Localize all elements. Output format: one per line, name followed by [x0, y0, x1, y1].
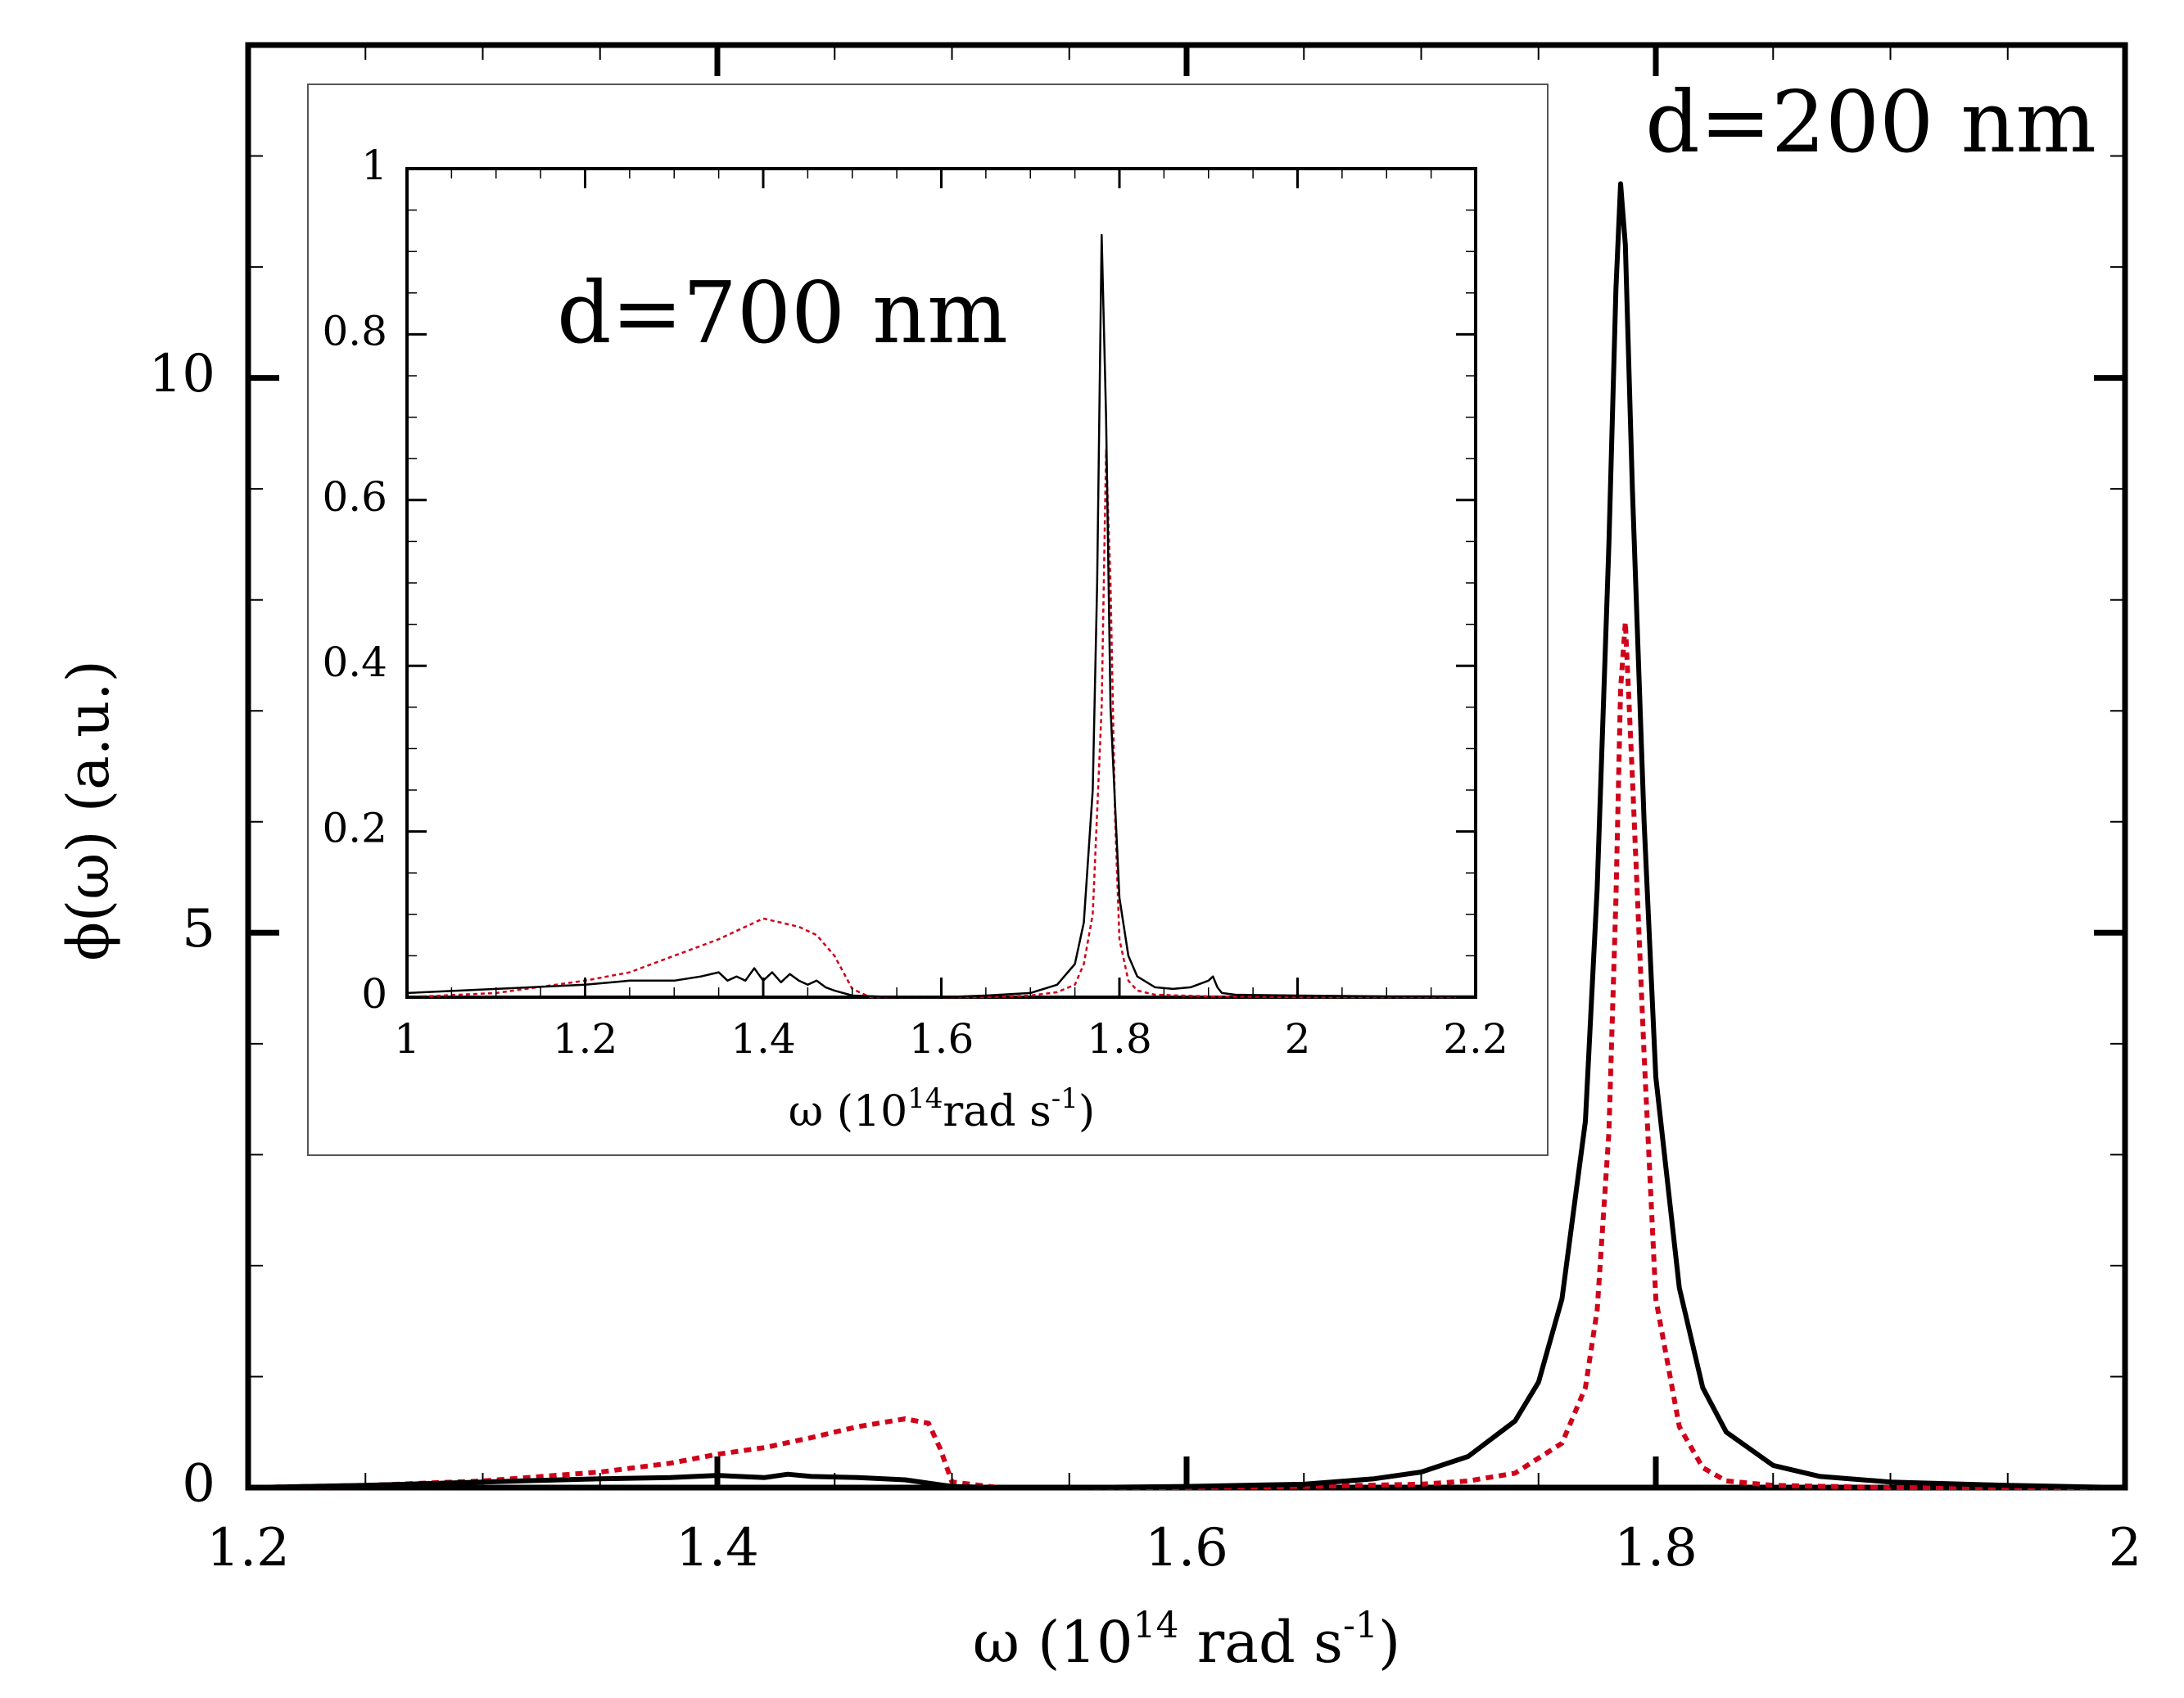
inset-x-tick-label: 1.4 — [730, 1015, 796, 1063]
inset-y-tick-label: 0.4 — [322, 639, 387, 686]
main-series-red-dotted — [247, 619, 2125, 1490]
inset-x-tick-label: 1 — [394, 1015, 420, 1063]
inset-series-red-dotted — [406, 449, 1476, 999]
main-annotation: d=200 nm — [1645, 72, 2096, 172]
main-series-layer — [247, 181, 2126, 1490]
inset-x-tick-label: 1.8 — [1087, 1015, 1152, 1063]
inset-y-tick-label: 1 — [361, 142, 387, 189]
main-x-tick-label: 1.2 — [206, 1518, 290, 1578]
inset-y-tick-label: 0 — [361, 970, 387, 1018]
inset-x-axis-label: ω (1014rad s-1) — [789, 1082, 1095, 1136]
main-x-tick-label: 1.8 — [1614, 1518, 1698, 1578]
main-x-tick-label: 2 — [2109, 1518, 2142, 1578]
inset-y-tick-label: 0.8 — [322, 307, 387, 355]
main-x-tick-label: 1.4 — [676, 1518, 759, 1578]
main-series-black-solid — [247, 181, 2126, 1490]
inset-y-tick-label: 0.6 — [322, 473, 387, 521]
inset-outer-box — [307, 84, 1549, 1156]
inset-x-tick-label: 2.2 — [1443, 1015, 1508, 1063]
main-x-tick-label: 1.6 — [1145, 1518, 1228, 1578]
inset-x-tick-label: 1.6 — [909, 1015, 974, 1063]
inset-ticks-layer: 1 1.2 1.4 1.6 1.8 2 2.2 0 0.2 0.4 0.6 0.8 1 — [322, 142, 1508, 1063]
main-y-axis-label: ϕ(ω) (a.u.) — [55, 660, 122, 961]
inset-x-tick-label: 2 — [1285, 1015, 1311, 1063]
inset-y-tick-label: 0.2 — [322, 805, 387, 852]
main-y-tick-label: 5 — [182, 899, 215, 960]
main-x-axis-label: ω (1014 rad s-1) — [973, 1605, 1400, 1676]
main-y-tick-label: 10 — [149, 344, 215, 404]
inset-x-tick-label: 1.2 — [553, 1015, 618, 1063]
inset-chart: 1 1.2 1.4 1.6 1.8 2 2.2 0 0.2 0.4 0.6 0.8 1 d=700 nm… — [307, 84, 1549, 1156]
inset-annotation: d=700 nm — [557, 263, 1008, 363]
main-y-tick-label: 0 — [182, 1454, 215, 1515]
